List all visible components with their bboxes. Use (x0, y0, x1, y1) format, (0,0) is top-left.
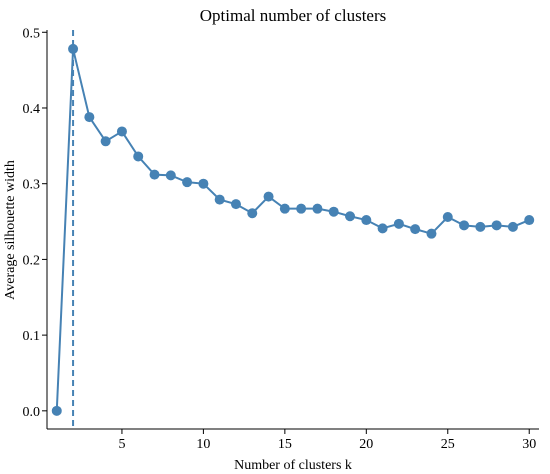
data-point (475, 221, 486, 232)
x-tick-label: 15 (278, 437, 292, 452)
data-point (361, 215, 372, 226)
x-tick-label: 30 (522, 437, 536, 452)
data-point (345, 211, 356, 222)
data-point (393, 218, 404, 229)
x-axis-label: Number of clusters k (234, 458, 352, 473)
data-point (230, 199, 241, 210)
silhouette-series-line (55, 48, 530, 411)
data-point (214, 194, 225, 205)
data-point (84, 112, 95, 123)
y-tick-label: 0.4 (23, 102, 41, 117)
data-point (296, 203, 307, 214)
data-point (279, 203, 290, 214)
data-point (263, 191, 274, 202)
data-point (100, 136, 111, 147)
chart-title: Optimal number of clusters (200, 6, 387, 25)
data-point (377, 223, 388, 234)
data-point (68, 43, 79, 54)
x-tick-label: 5 (118, 437, 125, 452)
data-point (247, 208, 258, 219)
y-tick-label: 0.3 (23, 178, 41, 193)
data-point (491, 220, 502, 231)
y-ticks: 0.0 0.1 0.2 0.3 0.4 0.5 (23, 26, 47, 420)
data-point (507, 221, 518, 232)
data-point (133, 151, 144, 162)
data-point (459, 220, 470, 231)
data-point (312, 203, 323, 214)
data-point (524, 215, 535, 226)
data-point (165, 170, 176, 181)
y-tick-label: 0.0 (23, 405, 41, 420)
data-point (51, 405, 62, 416)
data-point (426, 228, 437, 239)
data-point (198, 178, 209, 189)
data-point (182, 177, 193, 188)
data-point (328, 206, 339, 217)
x-tick-label: 25 (441, 437, 455, 452)
y-tick-label: 0.2 (23, 253, 41, 268)
x-tick-label: 10 (196, 437, 210, 452)
data-point (116, 126, 127, 137)
data-point (149, 169, 160, 180)
y-tick-label: 0.5 (23, 26, 41, 41)
x-ticks: 5 10 15 20 25 30 (118, 429, 536, 452)
data-point (410, 224, 421, 235)
silhouette-series-points (51, 43, 535, 416)
x-tick-label: 20 (359, 437, 373, 452)
y-axis-label: Average silhouette width (3, 160, 18, 300)
y-tick-label: 0.1 (23, 329, 41, 344)
data-point (442, 212, 453, 223)
